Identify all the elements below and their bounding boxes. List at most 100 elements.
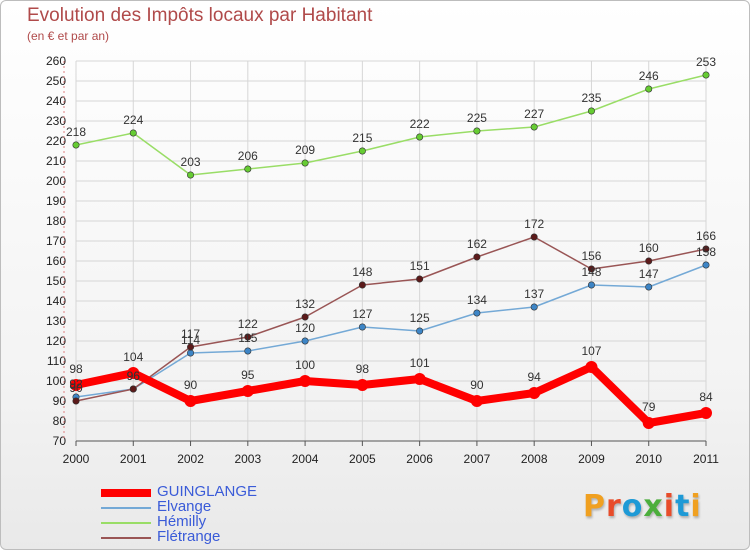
logo-letter: i xyxy=(663,489,676,524)
data-point xyxy=(184,395,197,407)
data-label: 235 xyxy=(581,91,601,105)
data-point xyxy=(585,361,598,373)
data-point xyxy=(244,347,252,355)
data-point xyxy=(702,245,710,253)
legend-label: Elvange xyxy=(157,498,212,515)
logo-letter: x xyxy=(643,489,664,524)
y-tick-label: 240 xyxy=(46,94,66,108)
data-point xyxy=(645,283,653,291)
data-point xyxy=(358,323,366,331)
data-point xyxy=(416,133,424,141)
data-label: 125 xyxy=(410,311,430,325)
data-label: 246 xyxy=(639,69,659,83)
data-label: 94 xyxy=(528,370,542,384)
data-label: 147 xyxy=(639,267,659,281)
data-label: 224 xyxy=(123,113,143,127)
axes: 7080901001101201301401501601701801902002… xyxy=(46,54,719,466)
data-point xyxy=(587,107,595,115)
y-tick-label: 130 xyxy=(46,314,66,328)
data-label: 227 xyxy=(524,107,544,121)
data-point xyxy=(645,85,653,93)
series-group xyxy=(70,71,712,429)
data-label: 96 xyxy=(127,369,141,383)
legend-label: Flétrange xyxy=(157,528,221,545)
data-label: 90 xyxy=(184,378,198,392)
x-tick-label: 2000 xyxy=(63,452,90,466)
data-label: 253 xyxy=(696,55,716,69)
data-label: 127 xyxy=(352,307,372,321)
data-label: 98 xyxy=(356,362,370,376)
legend-swatch xyxy=(101,522,151,524)
logo-letter: i xyxy=(690,489,702,524)
legend-swatch xyxy=(101,489,151,497)
data-label: 148 xyxy=(352,265,372,279)
data-point xyxy=(530,303,538,311)
y-tick-label: 80 xyxy=(53,414,67,428)
y-tick-label: 260 xyxy=(46,54,66,68)
x-tick-label: 2007 xyxy=(464,452,491,466)
data-point xyxy=(587,265,595,273)
data-label: 209 xyxy=(295,143,315,157)
y-tick-label: 110 xyxy=(47,354,66,368)
legend-swatch xyxy=(101,507,151,509)
logo-letter: r xyxy=(606,489,622,524)
data-point xyxy=(244,333,252,341)
data-label: 96 xyxy=(127,369,141,383)
chart-title: Evolution des Impôts locaux par Habitant xyxy=(27,5,373,26)
data-label: 206 xyxy=(238,149,258,163)
x-tick-label: 2005 xyxy=(349,452,376,466)
grid xyxy=(75,60,707,442)
data-label: 90 xyxy=(69,381,83,395)
data-label: 79 xyxy=(642,400,656,414)
data-point xyxy=(129,385,137,393)
chart-subtitle: (en € et par an) xyxy=(27,29,110,43)
data-label: 95 xyxy=(241,368,255,382)
y-tick-label: 170 xyxy=(46,234,66,248)
y-tick-label: 220 xyxy=(46,134,66,148)
x-tick-label: 2004 xyxy=(292,452,319,466)
y-tick-label: 160 xyxy=(46,254,66,268)
data-label: 115 xyxy=(238,331,257,345)
y-tick-label: 70 xyxy=(53,434,67,448)
data-point xyxy=(301,159,309,167)
data-point xyxy=(187,343,195,351)
data-label: 90 xyxy=(470,378,484,392)
data-label: 100 xyxy=(295,358,315,372)
data-label: 92 xyxy=(69,377,83,391)
y-tick-label: 180 xyxy=(46,214,66,228)
data-point xyxy=(642,417,655,429)
data-point xyxy=(299,375,312,387)
series-line-0 xyxy=(72,363,710,427)
data-point xyxy=(530,233,538,241)
data-label: 160 xyxy=(639,241,659,255)
data-point xyxy=(530,123,538,131)
data-point xyxy=(473,127,481,135)
series-line-3 xyxy=(75,236,707,402)
y-tick-label: 190 xyxy=(46,194,66,208)
y-tick-label: 120 xyxy=(46,334,66,348)
data-label: 134 xyxy=(467,293,487,307)
x-tick-label: 2003 xyxy=(234,452,261,466)
y-tick-label: 250 xyxy=(46,74,66,88)
data-label: 218 xyxy=(66,125,86,139)
x-tick-label: 2008 xyxy=(521,452,548,466)
y-tick-label: 90 xyxy=(53,394,67,408)
data-label: 132 xyxy=(295,297,315,311)
data-point xyxy=(244,165,252,173)
logo-letter: t xyxy=(675,489,691,524)
data-label: 151 xyxy=(410,259,430,273)
data-label: 156 xyxy=(581,249,601,263)
logo-letter: o xyxy=(621,489,644,524)
data-label: 122 xyxy=(238,317,258,331)
x-tick-label: 2009 xyxy=(578,452,605,466)
y-tick-label: 200 xyxy=(46,174,66,188)
x-tick-label: 2002 xyxy=(177,452,204,466)
data-label: 215 xyxy=(352,131,372,145)
data-label: 137 xyxy=(524,287,544,301)
data-point xyxy=(358,147,366,155)
data-point xyxy=(70,379,82,391)
data-label: 98 xyxy=(69,362,83,376)
data-label: 222 xyxy=(410,117,430,131)
data-point xyxy=(72,141,80,149)
